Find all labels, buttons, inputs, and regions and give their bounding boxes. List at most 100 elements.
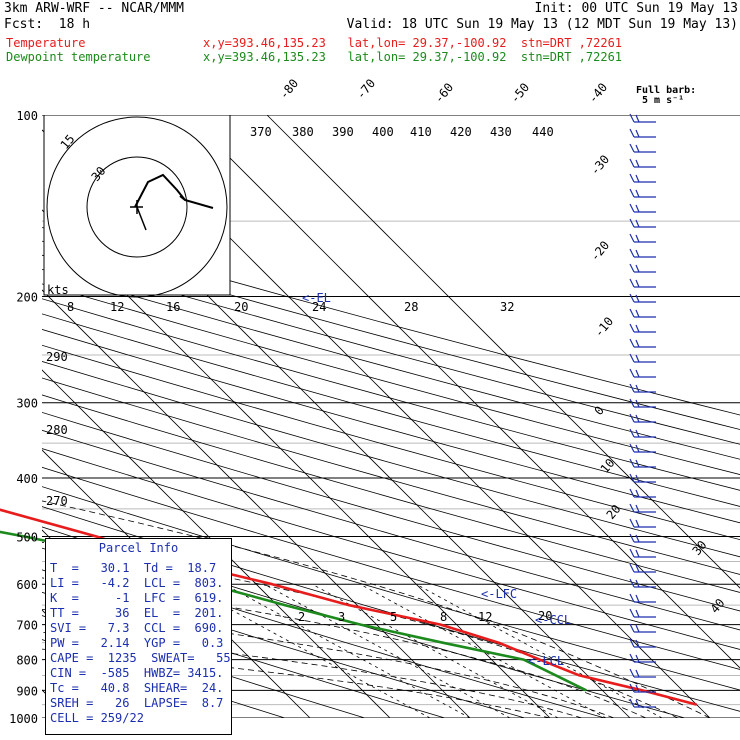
wind-barb-flag [635,654,640,663]
wind-barb-flag [629,113,635,123]
parcel-row: Tc = 40.8 SHEAR= 24. [50,681,224,695]
wind-barb-flag [629,698,635,708]
mixing-ratio-line [264,583,511,718]
theta-label: 420 [450,125,472,139]
temperature-station-info: x,y=393.46,135.23 lat,lon= 29.37,-100.92… [203,36,623,50]
wind-barb-flag [635,579,640,588]
mixing-ratio-label: 12 [478,610,492,624]
parcel-row: LI = -4.2 LCL = 803. [50,576,224,590]
dry-adiabat-line [42,394,740,593]
pressure-tick-label: 400 [16,472,38,486]
dry-adiabat-line [42,240,740,430]
level-marker: <-EL [302,291,331,305]
parcel-row: SREH = 26 LAPSE= 8.7 [50,696,224,710]
mixing-ratio-line [360,583,607,718]
mixing-ratio-label: 20 [538,609,552,623]
dry-adiabat-line [42,466,740,670]
level-marker: <-LCL [528,654,564,668]
full-barb-units: 5 m s⁻¹ [642,95,685,106]
wind-barb-flag [629,263,635,273]
wind-barb-flag [635,369,640,378]
level-marker: <-LFC [481,587,517,601]
isotherm-line [42,289,471,718]
wind-barbs [629,113,656,708]
theta-label: 440 [532,125,554,139]
wind-barb-flag [635,114,640,123]
dry-adiabat-line [42,411,740,612]
wind-barb-flag [635,189,640,198]
dry-adiabat-line [42,429,740,631]
hodograph-ring [86,156,188,258]
wind-barb-flag [629,278,635,288]
pressure-tick-label: 200 [16,291,38,305]
parcel-row: TT = 36 EL = 201. [50,606,224,620]
theta-label: 430 [490,125,512,139]
theta-label: 280 [46,423,68,437]
wind-barb-flag [635,249,640,258]
mixing-ratio-line [416,583,663,718]
isotherm-label: -50 [508,80,533,106]
wind-barb-flag [629,473,635,483]
dry-adiabat-line [42,313,740,507]
hodograph-speed-label: 24 [312,300,326,314]
dry-adiabat-line [42,268,740,460]
hodograph-segment [136,206,147,231]
wind-barb-flag [629,683,635,693]
wind-barb-flag [629,548,635,558]
wind-barb-flag [629,398,635,408]
hodograph-speed-label: 8 [67,300,74,314]
moist-adiabat-line [42,577,647,718]
dry-adiabat-line [42,569,525,718]
mixing-ratio-label: 8 [440,610,447,624]
wind-barb-flag [629,323,635,333]
wind-barb-flag [629,578,635,588]
parcel-row: SVI = 7.3 CCL = 690. [50,621,224,635]
wind-barb-flag [629,593,635,603]
wind-barb-flag [629,218,635,228]
wind-barb-flag [629,668,635,678]
wind-barb-flag [635,234,640,243]
parcel-row: PW = 2.14 YGP = 0.3 [50,636,224,650]
wind-barb-flag [635,684,640,693]
theta-label: 290 [46,350,68,364]
level-marker: <-CCL [535,613,571,627]
dry-adiabat-line [42,377,740,575]
wind-barb-flag [635,474,640,483]
wind-barb-flag [635,399,640,408]
pressure-tick-label: 800 [16,654,38,668]
pressure-tick-label: 100 [16,109,38,123]
hodograph-trace [134,173,214,209]
pressure-tick-label: 500 [16,530,38,544]
wind-barb-flag [629,353,635,363]
hodograph-speed-label: 32 [500,300,514,314]
wind-barb-flag [629,638,635,648]
wind-barb-flag [635,444,640,453]
wind-barb-flag [629,533,635,543]
wind-barb-flag [629,503,635,513]
wind-barb-flag [635,429,640,438]
wind-barb-flag [635,339,640,348]
wind-barb-flag [635,159,640,168]
pressure-tick-label: 600 [16,578,38,592]
wind-barb-flag [629,653,635,663]
hodograph-units-label: kts [47,283,69,297]
wind-barb-flag [635,609,640,618]
hodograph-speed-label: 16 [166,300,180,314]
wind-barb-flag [635,384,640,393]
isotherm-label: -60 [432,80,457,106]
wind-barb-flag [629,203,635,213]
init-time: Init: 00 UTC Sun 19 May 13 [534,1,739,16]
isotherm-label: 40 [708,596,728,616]
model-title: 3km ARW-WRF -- NCAR/MMM [4,1,185,16]
isotherm-label: -80 [277,76,302,102]
theta-label: 380 [292,125,314,139]
wind-barb-flag [629,623,635,633]
mixing-ratio-line [224,583,471,718]
moist-adiabat-line [42,631,583,718]
dry-adiabat-line [42,298,740,491]
parcel-row: K = -1 LFC = 619. [50,591,224,605]
wind-barb-flag [635,594,640,603]
wind-barb-flag [635,324,640,333]
valid-time: Valid: 18 UTC Sun 19 May 13 (12 MDT Sun … [346,17,738,32]
wind-barb-flag [629,428,635,438]
